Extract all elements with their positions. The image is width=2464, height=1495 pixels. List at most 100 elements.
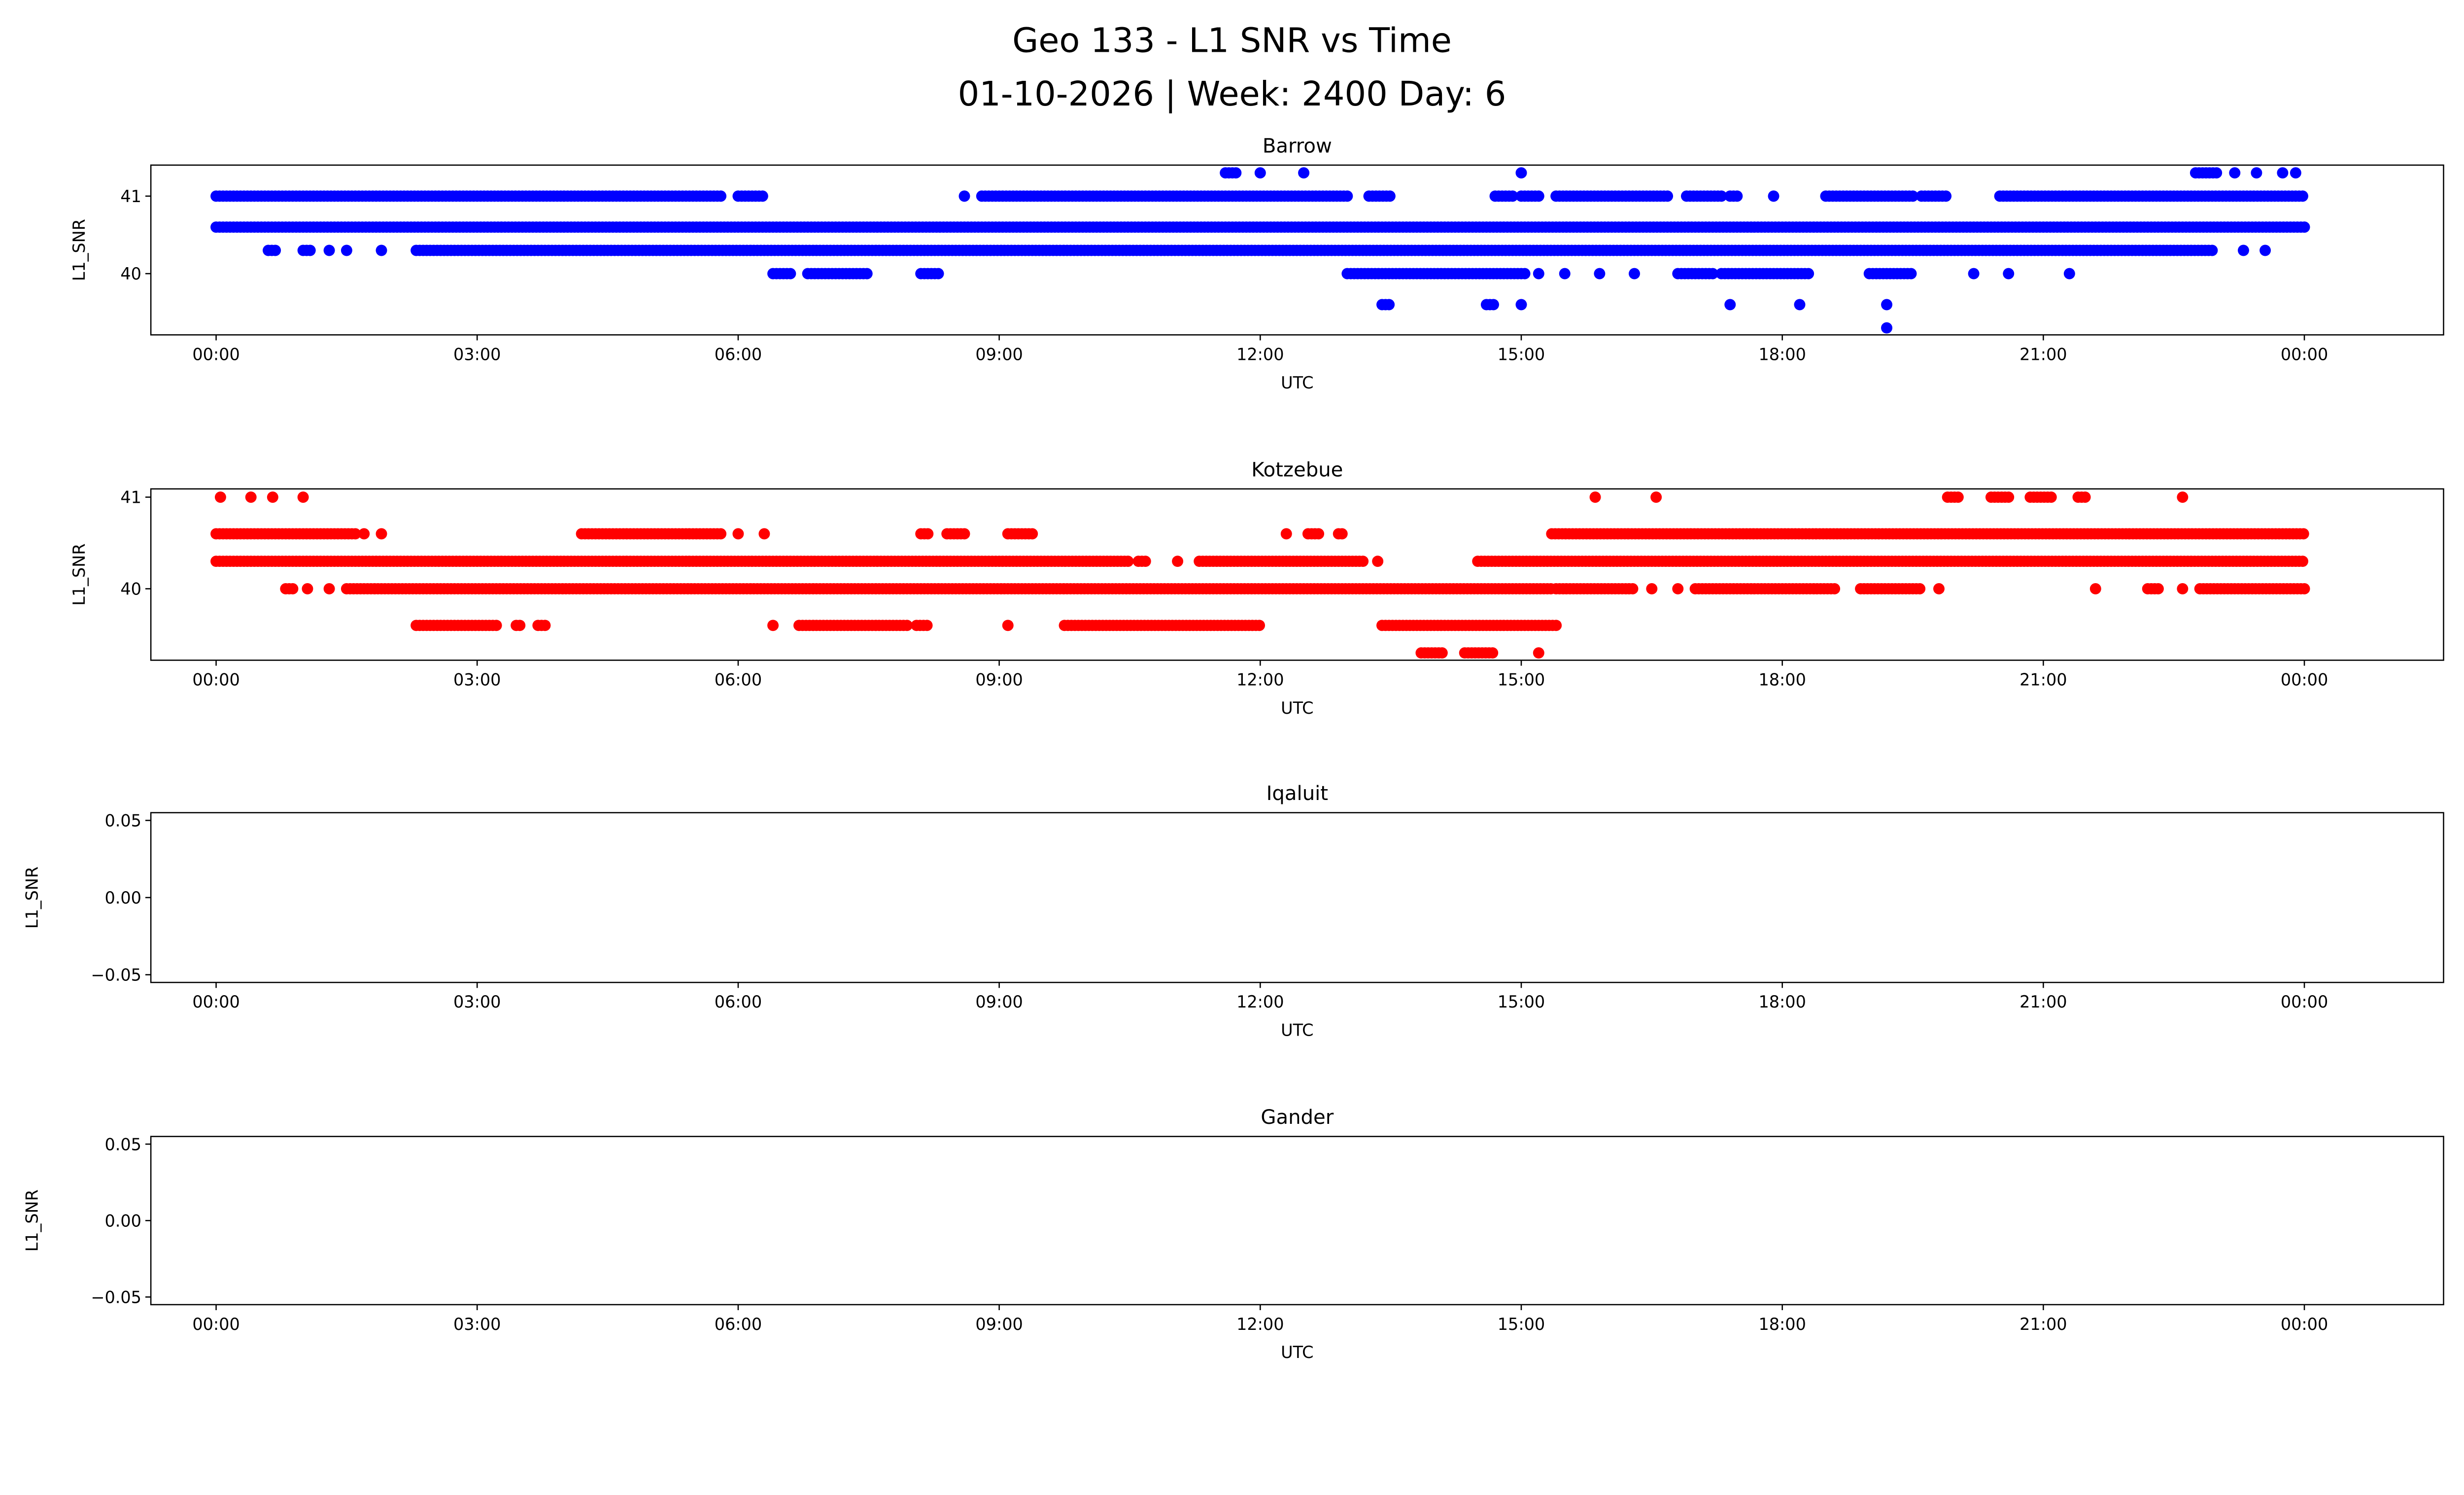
data-point	[1933, 583, 1945, 594]
x-tick-label: 18:00	[1758, 1315, 1806, 1334]
data-point	[1122, 556, 1134, 567]
data-point	[267, 491, 278, 503]
data-point	[1383, 299, 1395, 311]
x-tick-label: 15:00	[1498, 992, 1545, 1011]
data-point	[1254, 620, 1265, 631]
x-tick-label: 00:00	[192, 1315, 240, 1334]
data-point	[1533, 190, 1544, 202]
data-point	[270, 244, 281, 256]
y-tick-label: 40	[120, 264, 141, 283]
data-point	[758, 528, 770, 540]
y-axis-label: L1_SNR	[69, 544, 89, 606]
data-point	[1968, 268, 1980, 279]
figure-background	[0, 0, 2464, 1404]
data-point	[2297, 528, 2309, 540]
y-axis-label: L1_SNR	[69, 219, 89, 281]
data-point	[715, 190, 727, 202]
data-point	[2259, 244, 2271, 256]
data-point	[302, 583, 313, 594]
data-point	[2089, 583, 2101, 594]
data-point	[1707, 268, 1718, 279]
x-tick-label: 09:00	[975, 670, 1023, 689]
data-point	[921, 620, 933, 631]
data-point	[376, 528, 387, 540]
data-point	[901, 620, 913, 631]
data-point	[2237, 244, 2249, 256]
data-point	[304, 244, 316, 256]
x-tick-label: 18:00	[1758, 992, 1806, 1011]
data-point	[1357, 556, 1369, 567]
x-tick-label: 21:00	[2019, 670, 2067, 689]
x-axis-label: UTC	[1281, 373, 1313, 392]
y-tick-label: 41	[120, 488, 141, 507]
subplot-title: Kotzebue	[1251, 458, 1343, 481]
data-point	[1881, 299, 1893, 311]
x-tick-label: 03:00	[453, 992, 501, 1011]
data-point	[1230, 167, 1242, 179]
data-point	[1940, 190, 1952, 202]
figure: Geo 133 - L1 SNR vs Time 01-10-2026 | We…	[0, 0, 2464, 1404]
data-point	[287, 583, 299, 594]
data-point	[715, 528, 727, 540]
subplot-title: Barrow	[1263, 135, 1332, 157]
data-point	[1341, 190, 1353, 202]
data-point	[2290, 167, 2301, 179]
x-tick-label: 00:00	[2281, 992, 2328, 1011]
x-tick-label: 12:00	[1236, 670, 1284, 689]
y-tick-label: 40	[120, 580, 141, 599]
subplot-barrow: Barrow 00:00 03:00 06:00 09:00 12:00 15:00 18:0…	[69, 135, 2444, 392]
data-point	[1515, 167, 1527, 179]
data-point	[297, 491, 309, 503]
x-tick-label: 03:00	[453, 670, 501, 689]
data-point	[932, 268, 944, 279]
scatter-series	[210, 491, 2310, 659]
data-point	[922, 528, 934, 540]
data-point	[1829, 583, 1841, 594]
x-axis-label: UTC	[1281, 698, 1313, 718]
data-point	[1336, 528, 1348, 540]
scatter-series	[210, 167, 2310, 334]
data-point	[1515, 299, 1527, 311]
data-point	[1629, 268, 1640, 279]
data-point	[2297, 190, 2308, 202]
data-point	[1724, 299, 1736, 311]
y-axis-label: L1_SNR	[23, 867, 42, 929]
data-point	[756, 190, 768, 202]
y-tick-label: −0.05	[91, 1287, 141, 1307]
x-tick-label: 21:00	[2019, 992, 2067, 1011]
x-tick-label: 06:00	[715, 1315, 762, 1334]
x-tick-label: 09:00	[975, 992, 1023, 1011]
data-point	[1254, 167, 1266, 179]
data-point	[1488, 299, 1499, 311]
x-tick-label: 12:00	[1236, 1315, 1284, 1334]
data-point	[1646, 583, 1658, 594]
data-point	[2206, 244, 2218, 256]
data-point	[1905, 268, 1917, 279]
data-point	[1662, 190, 1674, 202]
subplot-gander: Gander 00:00 03:00 06:00 09:00 12:00 15:00 18:0…	[23, 1106, 2444, 1362]
x-tick-label: 00:00	[192, 992, 240, 1011]
axes-frame	[150, 488, 2444, 661]
data-point	[1881, 322, 1893, 334]
data-point	[1172, 556, 1184, 567]
x-tick-label: 09:00	[975, 1315, 1023, 1334]
data-point	[2297, 556, 2308, 567]
data-point	[1559, 268, 1571, 279]
data-point	[323, 583, 335, 594]
x-tick-label: 00:00	[2281, 670, 2328, 689]
x-tick-label: 06:00	[715, 670, 762, 689]
x-tick-label: 12:00	[1236, 345, 1284, 364]
data-point	[1313, 528, 1325, 540]
data-point	[1298, 167, 1310, 179]
x-axis-label: UTC	[1281, 1021, 1313, 1040]
data-point	[1280, 528, 1292, 540]
x-tick-label: 21:00	[2019, 1315, 2067, 1334]
subplot-iqaluit: Iqaluit 00:00 03:00 06:00 09:00 12:00 15:00 18:…	[23, 782, 2444, 1040]
data-point	[1914, 583, 1926, 594]
y-tick-label: 41	[120, 187, 141, 206]
data-point	[861, 268, 873, 279]
data-point	[376, 244, 387, 256]
x-tick-label: 18:00	[1758, 345, 1806, 364]
data-point	[1372, 556, 1384, 567]
suptitle-line-2: 01-10-2026 | Week: 2400 Day: 6	[958, 74, 1506, 114]
